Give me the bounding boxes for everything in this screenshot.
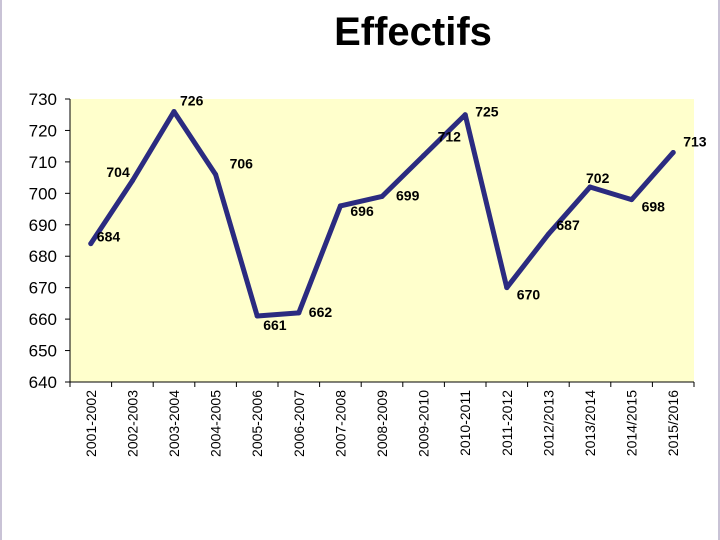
x-tick-label: 2012/2013 [540, 390, 556, 456]
data-point [670, 149, 676, 155]
data-label: 661 [263, 317, 287, 333]
x-tick-label: 2006-2007 [291, 390, 307, 457]
chart-title: Effectifs [334, 10, 492, 54]
x-tick-label: 2002-2003 [124, 390, 140, 457]
x-tick-label: 2014/2015 [624, 390, 640, 456]
y-tick-label: 680 [29, 247, 57, 266]
x-tick-label: 2011-2012 [499, 390, 515, 456]
data-label: 699 [396, 187, 420, 203]
data-point [629, 197, 635, 203]
data-point [88, 241, 94, 247]
data-point [129, 178, 135, 184]
x-tick-label: 2004-2005 [208, 390, 224, 457]
y-tick-label: 670 [29, 279, 57, 298]
right-border [718, 0, 720, 540]
data-label: 684 [97, 229, 121, 245]
y-tick-label: 700 [29, 184, 57, 203]
data-point [504, 285, 510, 291]
y-tick-label: 720 [29, 121, 57, 140]
y-tick-label: 650 [29, 342, 57, 361]
x-tick-label: 2015/2016 [665, 390, 681, 456]
data-label: 687 [556, 217, 580, 233]
data-point [213, 171, 219, 177]
left-border [0, 0, 2, 540]
x-tick-label: 2005-2006 [249, 390, 265, 457]
y-tick-label: 730 [29, 90, 57, 109]
x-tick-label: 2001-2002 [83, 390, 99, 457]
data-point [379, 193, 385, 199]
x-tick-label: 2009-2010 [416, 390, 432, 457]
data-point [337, 203, 343, 209]
data-point [587, 184, 593, 190]
x-tick-label: 2007-2008 [332, 390, 348, 457]
x-tick-label: 2010-2011 [457, 390, 473, 456]
data-label: 726 [180, 93, 204, 109]
plot-area [70, 99, 694, 382]
data-point [421, 153, 427, 159]
data-point [545, 231, 551, 237]
data-label: 712 [438, 129, 462, 145]
data-label: 713 [683, 133, 707, 149]
data-point [254, 313, 260, 319]
x-tick-label: 2013/2014 [582, 390, 598, 456]
data-point [462, 112, 468, 118]
data-label: 670 [517, 287, 541, 303]
y-tick-label: 640 [29, 373, 57, 392]
data-label: 725 [475, 104, 499, 120]
x-tick-label: 2003-2004 [166, 390, 182, 457]
data-label: 704 [106, 164, 130, 180]
data-label: 696 [350, 203, 374, 219]
x-tick-label: 2008-2009 [374, 390, 390, 457]
y-tick-label: 690 [29, 216, 57, 235]
data-label: 698 [642, 199, 666, 215]
data-label: 702 [586, 170, 610, 186]
y-tick-label: 710 [29, 153, 57, 172]
data-label: 662 [309, 304, 333, 320]
data-label: 706 [230, 155, 254, 171]
y-tick-label: 660 [29, 310, 57, 329]
data-point [296, 310, 302, 316]
data-point [171, 109, 177, 115]
